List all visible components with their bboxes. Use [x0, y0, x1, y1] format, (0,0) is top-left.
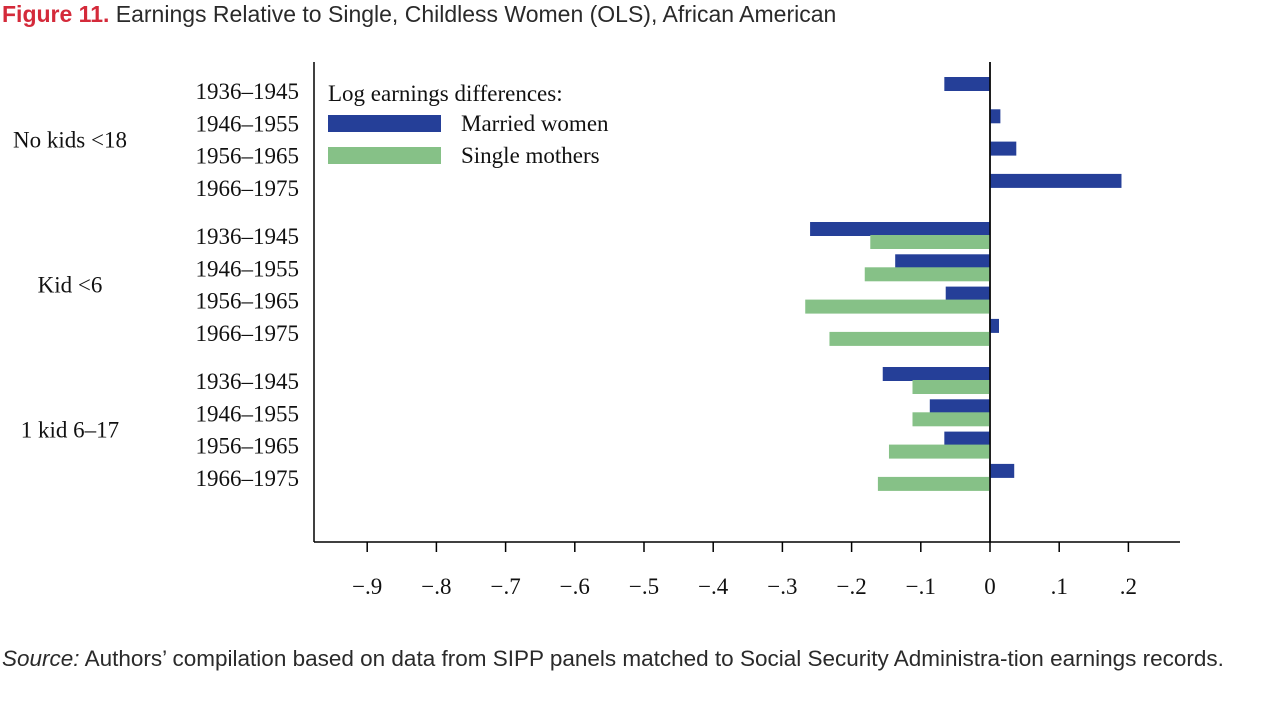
category-label: 1936–1945 [196, 369, 300, 394]
bar-single-mothers [864, 267, 990, 282]
category-label: 1966–1975 [196, 176, 300, 201]
bar-chart: −.9 −.8 −.7 −.6 −.5 −.4 −.3 −.2 −.1 0 .1 .2 No kids … [13, 62, 1180, 599]
figure-title: Figure 11. Earnings Relative to Single, … [2, 0, 836, 28]
figure-number: Figure 11. [2, 1, 110, 27]
category-label: 1956–1965 [196, 144, 300, 169]
bar-married-women [990, 109, 1001, 124]
x-tick-label: .1 [1051, 574, 1068, 599]
bar-married-women [945, 286, 990, 301]
legend-title: Log earnings differences: [328, 81, 563, 106]
category-label: 1956–1965 [196, 289, 300, 314]
bar-single-mothers [870, 235, 990, 249]
x-tick-label: −.7 [490, 574, 520, 599]
bar-married-women [895, 254, 990, 269]
bar-married-women [882, 367, 990, 381]
legend-label: Single mothers [461, 143, 600, 168]
x-tick-label: 0 [984, 574, 996, 599]
legend-swatch-married [328, 115, 441, 132]
x-tick-label: −.2 [836, 574, 866, 599]
category-label: 1966–1975 [196, 466, 300, 491]
bar-married-women [990, 318, 999, 333]
category-label: 1966–1975 [196, 321, 300, 346]
bar-single-mothers [912, 380, 990, 394]
x-tick-label: −.3 [767, 574, 797, 599]
bar-married-women [990, 173, 1122, 188]
bar-married-women [810, 222, 990, 236]
x-tick-label: −.5 [629, 574, 659, 599]
x-tick-label: −.1 [906, 574, 936, 599]
source-label: Source: [2, 646, 80, 671]
category-label: 1936–1945 [196, 79, 300, 104]
bar-single-mothers [912, 412, 990, 427]
x-tick-label: −.8 [421, 574, 451, 599]
category-label: 1956–1965 [196, 434, 300, 459]
bar-single-mothers [829, 331, 990, 346]
category-label: 1936–1945 [196, 224, 300, 249]
x-tick-label: .2 [1120, 574, 1137, 599]
legend-label: Married women [461, 111, 609, 136]
figure-title-text: Earnings Relative to Single, Childless W… [115, 1, 837, 27]
x-tick-label: −.4 [698, 574, 729, 599]
category-label: 1946–1955 [196, 256, 300, 281]
x-tick-label: −.9 [352, 574, 382, 599]
bar-married-women [944, 431, 990, 446]
bar-single-mothers [805, 299, 990, 314]
category-label: 1946–1955 [196, 111, 300, 136]
group-label: No kids <18 [13, 127, 127, 152]
bar-married-women [990, 141, 1017, 156]
group-label: 1 kid 6–17 [21, 417, 119, 442]
bar-single-mothers [877, 476, 990, 491]
source-note: Source: Authors’ compilation based on da… [2, 642, 1278, 676]
bar-married-women [944, 77, 990, 91]
bar-married-women [929, 399, 990, 414]
x-tick-label: −.6 [560, 574, 590, 599]
category-label: 1946–1955 [196, 401, 300, 426]
bar-single-mothers [888, 444, 990, 459]
legend-swatch-single-mothers [328, 147, 441, 164]
group-label: Kid <6 [38, 272, 103, 297]
source-text: Authors’ compilation based on data from … [84, 646, 1224, 671]
bar-married-women [990, 463, 1015, 478]
